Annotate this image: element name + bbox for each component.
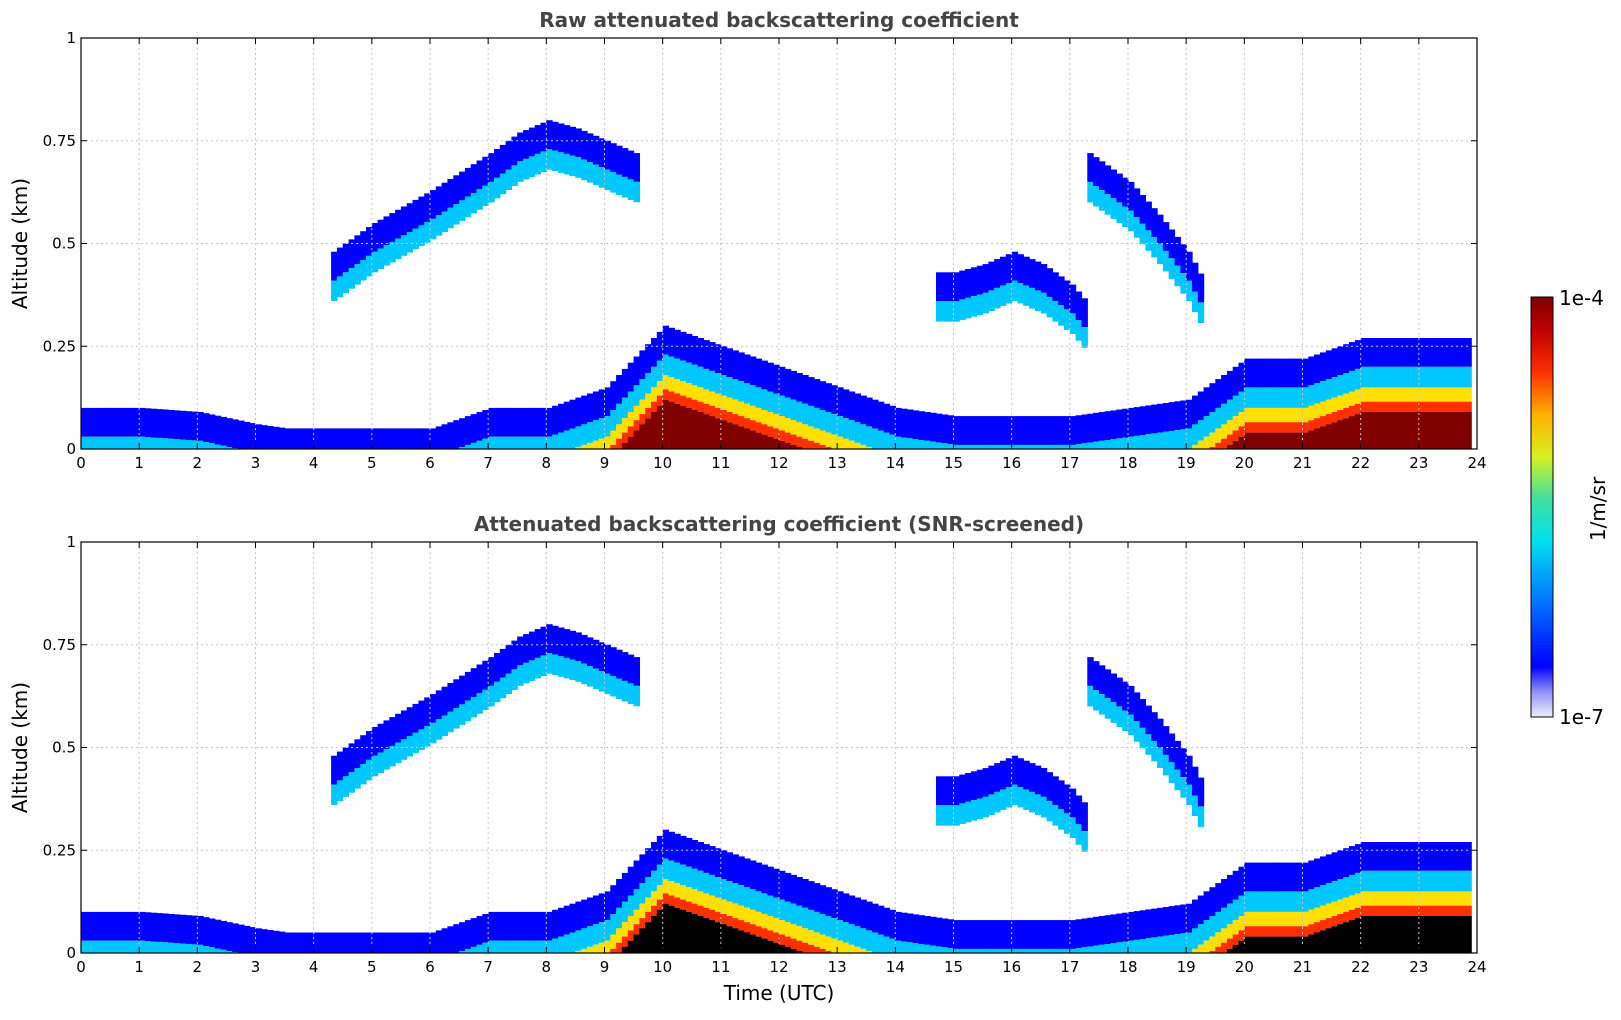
backscatter-field bbox=[81, 624, 1472, 953]
layer-elevated_layer_3 bbox=[1087, 657, 1205, 827]
x-tick-label: 16 bbox=[1002, 958, 1021, 976]
x-tick-label: 6 bbox=[425, 454, 435, 472]
x-tick-label: 1 bbox=[134, 958, 144, 976]
x-tick-label: 13 bbox=[828, 454, 847, 472]
x-tick-label: 24 bbox=[1467, 958, 1486, 976]
x-tick-label: 5 bbox=[367, 454, 377, 472]
x-tick-label: 19 bbox=[1177, 958, 1196, 976]
x-tick-label: 4 bbox=[309, 958, 319, 976]
panel-screened: 0 1 2 3 4 5 6 7 8 9 10 11 12 13 14 15 16 17 18 19 20 21 22 23 24… bbox=[8, 512, 1487, 1005]
x-tick-label: 14 bbox=[886, 958, 905, 976]
x-tick-label: 12 bbox=[769, 958, 788, 976]
x-tick-label: 3 bbox=[251, 958, 261, 976]
x-tick-label: 11 bbox=[711, 958, 730, 976]
layer-elevated_layer bbox=[331, 120, 640, 301]
y-tick-label: 0.75 bbox=[43, 636, 76, 654]
x-tick-label: 23 bbox=[1409, 454, 1428, 472]
x-tick-label: 17 bbox=[1060, 454, 1079, 472]
x-tick-label: 23 bbox=[1409, 958, 1428, 976]
x-tick-label: 20 bbox=[1235, 454, 1254, 472]
x-tick-label: 1 bbox=[134, 454, 144, 472]
panel-raw: 0 1 2 3 4 5 6 7 8 9 10 11 12 13 14 15 16 17 18 19 20 21 22 23 24… bbox=[8, 8, 1487, 472]
x-tick-label: 14 bbox=[886, 454, 905, 472]
x-tick-label: 0 bbox=[76, 454, 86, 472]
x-tick-label: 10 bbox=[653, 958, 672, 976]
x-tick-label: 9 bbox=[600, 454, 610, 472]
x-tick-label: 15 bbox=[944, 958, 963, 976]
x-tick-label: 16 bbox=[1002, 454, 1021, 472]
x-axis-label: Time (UTC) bbox=[723, 981, 835, 1005]
x-tick-label: 15 bbox=[944, 454, 963, 472]
y-tick-label: 1 bbox=[66, 29, 76, 47]
colorbar-min-label: 1e-7 bbox=[1559, 705, 1604, 729]
y-tick-label: 0.5 bbox=[52, 235, 76, 253]
y-tick-label: 0 bbox=[66, 440, 76, 458]
x-tick-label: 24 bbox=[1467, 454, 1486, 472]
x-tick-label: 20 bbox=[1235, 958, 1254, 976]
y-tick-label: 0 bbox=[66, 944, 76, 962]
colorbar-unit-label: 1/m/sr bbox=[1586, 476, 1610, 541]
x-tick-label: 8 bbox=[542, 454, 552, 472]
layer-elevated_layer_2 bbox=[936, 755, 1088, 852]
y-tick-label: 0.25 bbox=[43, 337, 76, 355]
x-tick-label: 21 bbox=[1293, 454, 1312, 472]
y-tick-label: 0.5 bbox=[52, 739, 76, 757]
colorbar-max-label: 1e-4 bbox=[1559, 286, 1604, 310]
y-tick-label: 1 bbox=[66, 533, 76, 551]
colorbar: 1e-4 1e-7 1/m/sr bbox=[1530, 286, 1610, 729]
x-tick-label: 21 bbox=[1293, 958, 1312, 976]
x-tick-label: 13 bbox=[828, 958, 847, 976]
x-tick-label: 6 bbox=[425, 958, 435, 976]
x-tick-label: 22 bbox=[1351, 454, 1370, 472]
x-tick-label: 7 bbox=[483, 454, 493, 472]
backscatter-field bbox=[81, 120, 1472, 449]
y-axis-label: Altitude (km) bbox=[8, 682, 32, 813]
layer-surface_layer bbox=[81, 325, 1472, 449]
x-tick-label: 11 bbox=[711, 454, 730, 472]
x-tick-label: 2 bbox=[193, 958, 203, 976]
x-tick-label: 4 bbox=[309, 454, 319, 472]
grid bbox=[81, 38, 1477, 449]
x-tick-label: 2 bbox=[193, 454, 203, 472]
layer-elevated_layer_2 bbox=[936, 251, 1088, 348]
x-tick-label: 9 bbox=[600, 958, 610, 976]
x-tick-label: 5 bbox=[367, 958, 377, 976]
panel-title: Attenuated backscattering coefficient (S… bbox=[474, 512, 1084, 536]
y-tick-label: 0.75 bbox=[43, 132, 76, 150]
x-tick-label: 19 bbox=[1177, 454, 1196, 472]
x-tick-label: 18 bbox=[1118, 454, 1137, 472]
layer-elevated_layer bbox=[331, 624, 640, 805]
x-tick-label: 0 bbox=[76, 958, 86, 976]
colorbar-gradient bbox=[1530, 296, 1554, 718]
x-tick-label: 8 bbox=[542, 958, 552, 976]
x-tick-label: 18 bbox=[1118, 958, 1137, 976]
panel-title: Raw attenuated backscattering coefficien… bbox=[539, 8, 1019, 32]
y-tick-label: 0.25 bbox=[43, 841, 76, 859]
x-tick-label: 7 bbox=[483, 958, 493, 976]
x-tick-label: 22 bbox=[1351, 958, 1370, 976]
x-tick-label: 10 bbox=[653, 454, 672, 472]
x-tick-label: 12 bbox=[769, 454, 788, 472]
layer-surface_layer bbox=[81, 829, 1472, 953]
x-tick-label: 3 bbox=[251, 454, 261, 472]
x-tick-label: 17 bbox=[1060, 958, 1079, 976]
grid bbox=[81, 542, 1477, 953]
y-axis-label: Altitude (km) bbox=[8, 178, 32, 309]
